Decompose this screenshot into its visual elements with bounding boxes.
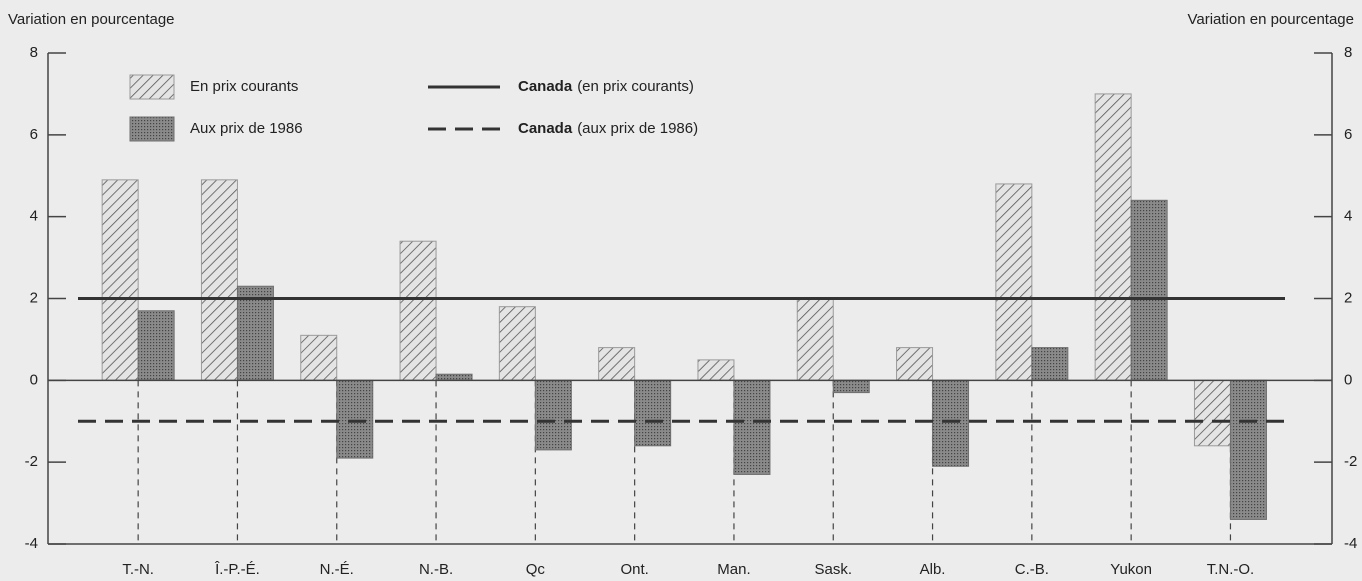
y-tick-label: -4 bbox=[1344, 535, 1357, 552]
bar bbox=[1031, 347, 1069, 381]
bar bbox=[796, 298, 834, 381]
x-tick-label: Î.-P.-É. bbox=[214, 561, 260, 578]
bar bbox=[733, 379, 771, 475]
bar bbox=[236, 285, 274, 381]
legend-swatch bbox=[129, 74, 175, 100]
y-tick-label: -2 bbox=[25, 453, 38, 470]
bar bbox=[1094, 93, 1132, 381]
y-tick-label: 4 bbox=[30, 208, 38, 225]
y-tick-label: 8 bbox=[30, 44, 38, 61]
y-tick-label: 0 bbox=[1344, 371, 1352, 388]
legend-label-note: (en prix courants) bbox=[577, 78, 694, 95]
x-tick-label: Alb. bbox=[920, 561, 946, 578]
bar bbox=[435, 373, 473, 381]
legend-swatch bbox=[129, 116, 175, 142]
legend-label: Aux prix de 1986 bbox=[190, 120, 303, 137]
x-tick-label: Qc bbox=[526, 561, 546, 578]
y-tick-label: 6 bbox=[1344, 126, 1352, 143]
y-axis-label: Variation en pourcentage bbox=[1187, 11, 1354, 28]
x-tick-label: T.-N. bbox=[122, 561, 154, 578]
bar bbox=[697, 359, 735, 381]
x-tick-label: C.-B. bbox=[1015, 561, 1049, 578]
bar bbox=[896, 347, 934, 381]
bar bbox=[200, 179, 238, 381]
bar bbox=[995, 183, 1033, 381]
legend-label: Canada (aux prix de 1986) bbox=[518, 120, 698, 137]
y-tick-label: 2 bbox=[1344, 289, 1352, 306]
x-tick-label: T.N.-O. bbox=[1207, 561, 1255, 578]
bar bbox=[300, 334, 338, 381]
x-tick-label: N.-É. bbox=[320, 561, 354, 578]
bar bbox=[534, 379, 572, 451]
bar bbox=[399, 240, 437, 381]
y-tick-label: 6 bbox=[30, 126, 38, 143]
y-tick-label: -2 bbox=[1344, 453, 1357, 470]
bar bbox=[932, 379, 970, 467]
legend-label: En prix courants bbox=[190, 78, 298, 95]
bar bbox=[1193, 379, 1231, 447]
bar bbox=[137, 310, 175, 381]
legend-label-bold: Canada bbox=[518, 78, 573, 95]
y-tick-label: 2 bbox=[30, 289, 38, 306]
x-tick-label: Ont. bbox=[620, 561, 648, 578]
bar bbox=[598, 347, 636, 381]
y-tick-label: -4 bbox=[25, 535, 38, 552]
legend-label-note: (aux prix de 1986) bbox=[577, 120, 698, 137]
y-tick-label: 4 bbox=[1344, 208, 1352, 225]
legend-label-bold: Canada bbox=[518, 120, 573, 137]
x-tick-label: Man. bbox=[717, 561, 750, 578]
x-tick-label: Sask. bbox=[814, 561, 852, 578]
bar bbox=[1229, 379, 1267, 520]
bar bbox=[1130, 199, 1168, 381]
x-tick-label: N.-B. bbox=[419, 561, 453, 578]
y-tick-label: 8 bbox=[1344, 44, 1352, 61]
bar bbox=[336, 379, 374, 459]
bar bbox=[634, 379, 672, 447]
bar bbox=[101, 179, 139, 381]
bar bbox=[832, 379, 870, 394]
y-tick-label: 0 bbox=[30, 371, 38, 388]
legend-label: Canada (en prix courants) bbox=[518, 78, 694, 95]
x-tick-label: Yukon bbox=[1110, 561, 1152, 578]
y-axis-label: Variation en pourcentage bbox=[8, 11, 175, 28]
bar bbox=[498, 306, 536, 381]
